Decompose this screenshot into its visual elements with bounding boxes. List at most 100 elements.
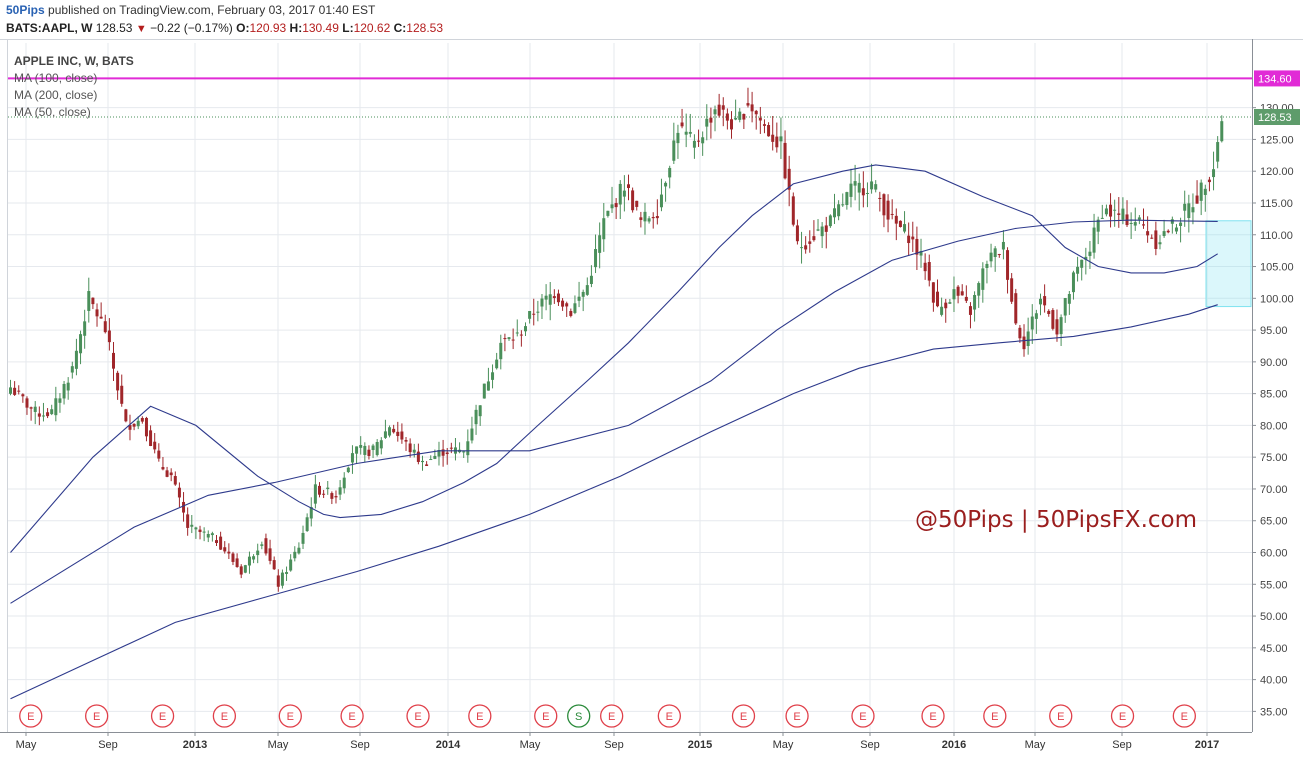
candle-body [91, 297, 95, 305]
level-price-tag [1254, 70, 1300, 87]
candle-body [927, 262, 931, 281]
candle-body [50, 409, 54, 415]
candle-body [400, 431, 404, 440]
candle-body [1010, 278, 1014, 302]
candle-body [309, 507, 313, 519]
candle-body [841, 204, 845, 206]
candle-body [161, 467, 165, 470]
y-tick-label: 65.00 [1260, 516, 1288, 528]
candle-body [280, 572, 284, 586]
candle-body [544, 295, 548, 300]
candle-body [474, 409, 478, 425]
candle-body [565, 303, 569, 307]
candle-body [136, 420, 140, 427]
candle-body [820, 226, 824, 237]
candle-body [128, 425, 132, 430]
event-label: E [608, 711, 615, 723]
candle-body [635, 200, 639, 207]
x-tick-label: 2017 [1195, 739, 1219, 751]
plot-top-border [0, 39, 1303, 40]
candle-body [396, 431, 400, 437]
candle-body [672, 140, 676, 161]
candle-body [779, 136, 783, 142]
earnings-event-icon [921, 704, 945, 728]
candle-body [964, 296, 968, 301]
candle-body [499, 342, 503, 360]
candle-body [944, 302, 948, 309]
split-event-icon [567, 704, 591, 728]
candle-body [1026, 331, 1030, 346]
candle-body [610, 204, 614, 209]
candle-body [165, 470, 169, 477]
candle-body [1034, 313, 1038, 319]
event-label: E [666, 711, 673, 723]
price-change: −0.22 (−0.17%) [150, 21, 233, 35]
author-name[interactable]: 50Pips [6, 3, 45, 17]
candle-body [1179, 222, 1183, 226]
candle-body [173, 476, 177, 485]
earnings-event-icon [785, 704, 809, 728]
candle-body [532, 313, 536, 315]
candle-body [1071, 272, 1075, 293]
legend-ma-50[interactable]: MA (50, close) [14, 105, 91, 119]
candle-body [1043, 296, 1047, 306]
candle-body [1133, 222, 1137, 226]
candle-body [701, 137, 705, 144]
candle-body [375, 441, 379, 456]
candle-body [688, 131, 692, 134]
candle-body [1109, 204, 1113, 217]
candle-body [462, 451, 466, 453]
candle-body [144, 417, 148, 437]
candle-body [684, 131, 688, 135]
target-zone-box [1205, 220, 1252, 308]
candle-body [177, 487, 181, 498]
earnings-event-icon [19, 704, 43, 728]
published-text: published on TradingView.com, February 0… [48, 3, 376, 17]
candle-body [725, 113, 729, 121]
y-tick-label: 110.00 [1260, 230, 1293, 242]
candle-body [338, 487, 342, 495]
candle-body [1014, 293, 1018, 324]
candle-body [334, 496, 338, 498]
candle-body [738, 111, 742, 120]
candle-body [70, 366, 74, 373]
candle-body [519, 334, 523, 336]
candle-body [252, 556, 256, 560]
event-label: E [476, 711, 483, 723]
x-tick-label: May [1025, 739, 1046, 751]
earnings-event-icon [468, 704, 492, 728]
candle-body [486, 381, 490, 391]
legend-ma-100[interactable]: MA (100, close) [14, 71, 98, 85]
candle-body [1063, 298, 1067, 316]
candle-body [1030, 316, 1034, 330]
y-tick-label: 115.00 [1260, 198, 1293, 210]
candle-body [293, 551, 297, 559]
earnings-event-icon [212, 704, 237, 728]
x-tick-label: 2014 [436, 739, 461, 751]
symbol-label: BATS:AAPL, W [6, 21, 93, 35]
candle-body [21, 394, 25, 397]
candle-body [1092, 227, 1096, 253]
candle-body [845, 192, 849, 205]
legend-ma-200[interactable]: MA (200, close) [14, 88, 98, 102]
candle-body [1006, 250, 1010, 280]
open-label: O: [236, 21, 250, 35]
candle-body [379, 440, 383, 449]
candle-body [791, 196, 795, 225]
candle-body [441, 449, 445, 456]
candle-body [112, 352, 115, 369]
y-tick-label: 120.00 [1260, 166, 1294, 178]
low-value: 120.62 [353, 21, 391, 35]
event-label: S [575, 711, 582, 723]
earnings-event-icon [851, 704, 875, 728]
candle-body [849, 183, 853, 197]
candle-body [647, 218, 651, 222]
candle-body [404, 440, 408, 442]
candle-body [931, 282, 935, 303]
candle-body [416, 451, 420, 462]
candle-body [882, 194, 886, 216]
candle-body [445, 452, 449, 455]
candle-body [1174, 227, 1178, 232]
candle-body [149, 430, 153, 447]
